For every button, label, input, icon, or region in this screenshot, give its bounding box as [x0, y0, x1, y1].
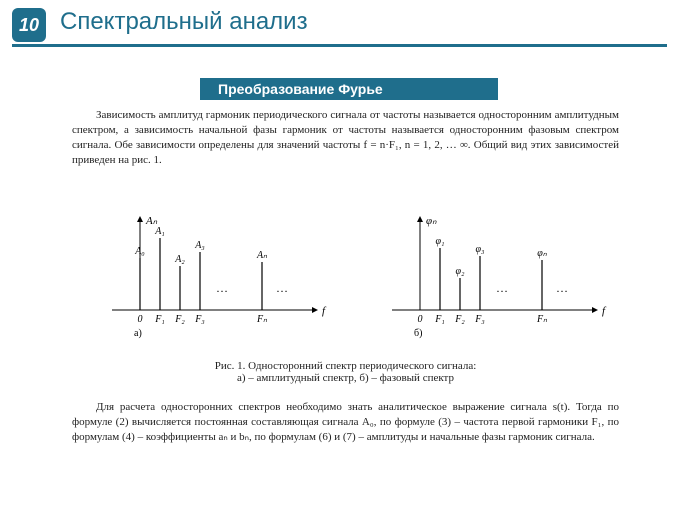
svg-text:f: f: [322, 305, 327, 317]
svg-text:A₂: A₂: [174, 254, 185, 265]
svg-text:…: …: [556, 281, 568, 295]
svg-text:A₀: A₀: [134, 246, 145, 257]
svg-text:…: …: [496, 281, 508, 295]
svg-text:φₙ: φₙ: [426, 215, 437, 227]
svg-text:0: 0: [418, 314, 423, 325]
svg-text:Aₙ: Aₙ: [256, 250, 268, 261]
svg-text:F₂: F₂: [454, 314, 465, 325]
figcaption-line1: Рис. 1. Односторонний спектр периодическ…: [215, 360, 477, 372]
svg-text:б): б): [414, 328, 422, 339]
svg-text:F₁: F₁: [154, 314, 165, 325]
subheader-bar: Преобразование Фурье: [200, 78, 498, 100]
svg-text:φ₁: φ₁: [435, 236, 444, 247]
svg-text:…: …: [216, 281, 228, 295]
svg-text:…: …: [276, 281, 288, 295]
figure-spectra: AₙA₀A₁A₂A₃Aₙ……0F₁F₂F₃Fₙfа) φₙφ₁φ₂φ₃φₙ……0…: [72, 200, 632, 350]
slide: 10 Спектральный анализ Преобразование Фу…: [0, 0, 679, 509]
slide-title: Спектральный анализ: [60, 8, 308, 36]
paragraph-computation: Для расчета односторонних спектров необх…: [72, 400, 619, 445]
svg-text:A₁: A₁: [154, 226, 165, 237]
svg-text:φₙ: φₙ: [537, 248, 548, 259]
figcaption-line2: а) – амплитудный спектр, б) – фазовый сп…: [237, 372, 454, 384]
svg-text:0: 0: [138, 314, 143, 325]
svg-text:а): а): [134, 328, 142, 339]
slide-number-badge: 10: [12, 8, 46, 42]
svg-text:F₃: F₃: [474, 314, 485, 325]
title-underline: [12, 44, 667, 47]
figure-caption: Рис. 1. Односторонний спектр периодическ…: [72, 360, 619, 384]
svg-text:f: f: [602, 305, 607, 317]
svg-text:F₂: F₂: [174, 314, 185, 325]
svg-text:A₃: A₃: [194, 240, 205, 251]
svg-text:Fₙ: Fₙ: [536, 314, 548, 325]
svg-text:F₁: F₁: [434, 314, 445, 325]
svg-text:F₃: F₃: [194, 314, 205, 325]
paragraph-intro: Зависимость амплитуд гармоник периодичес…: [72, 108, 619, 167]
svg-text:Fₙ: Fₙ: [256, 314, 268, 325]
svg-text:φ₂: φ₂: [455, 266, 465, 277]
svg-text:φ₃: φ₃: [475, 244, 485, 255]
